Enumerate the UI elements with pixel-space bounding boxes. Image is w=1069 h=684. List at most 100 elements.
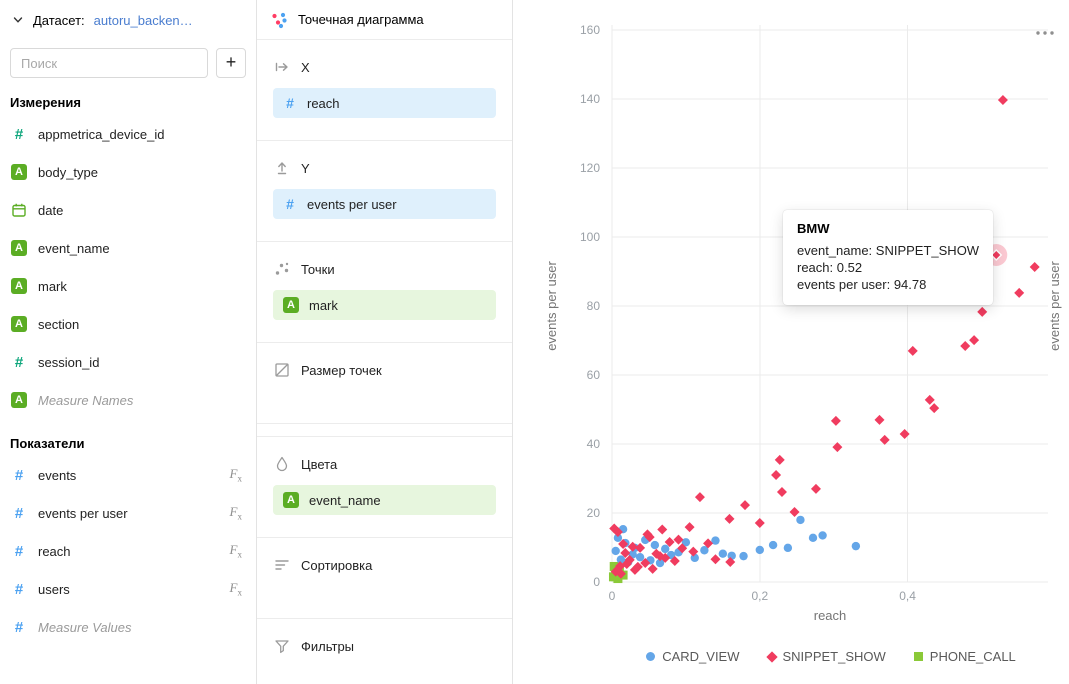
- data-point[interactable]: [647, 563, 658, 574]
- data-point[interactable]: [739, 551, 748, 561]
- data-point[interactable]: [677, 543, 688, 554]
- chip-reach[interactable]: # reach: [273, 88, 496, 118]
- data-point[interactable]: [684, 522, 695, 533]
- data-point[interactable]: [907, 345, 918, 356]
- field-session_id[interactable]: # session_id: [0, 343, 256, 381]
- data-point[interactable]: [655, 558, 665, 568]
- field-date[interactable]: date: [0, 191, 256, 229]
- field-users[interactable]: # users Fx: [0, 570, 256, 608]
- data-point[interactable]: [977, 306, 988, 317]
- data-point[interactable]: [615, 568, 626, 579]
- shelf-dropzone[interactable]: # reach: [273, 88, 496, 118]
- shelf-dropzone[interactable]: [273, 661, 496, 677]
- data-point[interactable]: [929, 403, 940, 414]
- data-point[interactable]: [655, 551, 666, 562]
- data-point[interactable]: [616, 555, 626, 564]
- data-point[interactable]: [724, 513, 735, 524]
- field-events[interactable]: # events Fx: [0, 456, 256, 494]
- data-point[interactable]: [613, 533, 623, 543]
- chip-events-per-user[interactable]: # events per user: [273, 189, 496, 219]
- data-point[interactable]: [620, 548, 631, 559]
- data-point[interactable]: [635, 552, 645, 562]
- dataset-name-link[interactable]: autoru_backen…: [93, 12, 193, 28]
- add-field-button[interactable]: +: [216, 48, 246, 78]
- data-point[interactable]: [754, 518, 765, 529]
- chevron-down-icon[interactable]: [12, 14, 24, 26]
- data-point[interactable]: [618, 539, 629, 550]
- data-point[interactable]: [771, 470, 782, 481]
- data-point[interactable]: [660, 552, 671, 563]
- data-point[interactable]: [1014, 287, 1025, 298]
- data-point[interactable]: [612, 526, 623, 537]
- data-point[interactable]: [611, 546, 620, 556]
- data-point[interactable]: [609, 561, 619, 571]
- data-point[interactable]: [960, 341, 971, 352]
- field-appmetrica_device_id[interactable]: # appmetrica_device_id: [0, 115, 256, 153]
- data-point[interactable]: [899, 428, 910, 439]
- data-point[interactable]: [774, 454, 785, 465]
- data-point[interactable]: [632, 561, 643, 572]
- data-point[interactable]: [644, 532, 655, 543]
- data-point[interactable]: [832, 442, 843, 453]
- data-point[interactable]: [740, 500, 751, 511]
- data-point[interactable]: [776, 486, 787, 497]
- data-point[interactable]: [1029, 262, 1040, 273]
- data-point[interactable]: [613, 574, 623, 584]
- data-point[interactable]: [874, 414, 885, 425]
- data-point[interactable]: [664, 536, 675, 547]
- data-point[interactable]: [851, 541, 861, 551]
- search-input[interactable]: [10, 48, 208, 78]
- data-point[interactable]: [710, 554, 721, 565]
- field-measure-values[interactable]: # Measure Values: [0, 608, 256, 646]
- data-point[interactable]: [624, 554, 635, 565]
- data-point[interactable]: [673, 534, 684, 545]
- data-point[interactable]: [808, 533, 818, 543]
- data-point[interactable]: [818, 531, 827, 540]
- data-point[interactable]: [830, 415, 841, 426]
- data-point[interactable]: [783, 543, 793, 553]
- data-point[interactable]: [661, 544, 670, 554]
- shelf-dropzone[interactable]: # events per user: [273, 189, 496, 219]
- legend-item-card_view[interactable]: CARD_VIEW: [646, 649, 740, 664]
- data-point[interactable]: [700, 546, 709, 555]
- data-point[interactable]: [969, 335, 980, 346]
- field-measure-names[interactable]: A Measure Names: [0, 381, 256, 419]
- field-events-per-user[interactable]: # events per user Fx: [0, 494, 256, 532]
- data-point[interactable]: [768, 540, 778, 550]
- data-point[interactable]: [879, 434, 890, 445]
- data-point[interactable]: [657, 524, 668, 535]
- data-point[interactable]: [796, 515, 805, 525]
- data-point[interactable]: [610, 566, 621, 577]
- data-point[interactable]: [650, 540, 660, 550]
- data-point[interactable]: [640, 558, 651, 569]
- dataset-selector[interactable]: Датасет: autoru_backen…: [0, 0, 256, 40]
- chart-type-header[interactable]: Точечная диаграмма: [257, 0, 512, 40]
- data-point[interactable]: [924, 394, 935, 405]
- data-point[interactable]: [718, 549, 728, 558]
- data-point[interactable]: [703, 538, 714, 549]
- data-point[interactable]: [755, 545, 764, 555]
- shelf-dropzone[interactable]: [273, 580, 496, 596]
- data-point[interactable]: [997, 95, 1008, 106]
- field-reach[interactable]: # reach Fx: [0, 532, 256, 570]
- legend-item-snippet_show[interactable]: SNIPPET_SHOW: [765, 649, 886, 664]
- data-point[interactable]: [669, 555, 680, 566]
- data-point[interactable]: [725, 556, 736, 567]
- data-point[interactable]: [810, 483, 821, 494]
- more-menu-button[interactable]: [1033, 26, 1057, 40]
- data-point[interactable]: [688, 546, 699, 557]
- shelf-dropzone[interactable]: [273, 385, 496, 401]
- data-point[interactable]: [789, 506, 800, 517]
- data-point[interactable]: [627, 541, 638, 552]
- data-point[interactable]: [694, 492, 705, 503]
- data-point[interactable]: [635, 542, 646, 553]
- data-point[interactable]: [711, 536, 720, 545]
